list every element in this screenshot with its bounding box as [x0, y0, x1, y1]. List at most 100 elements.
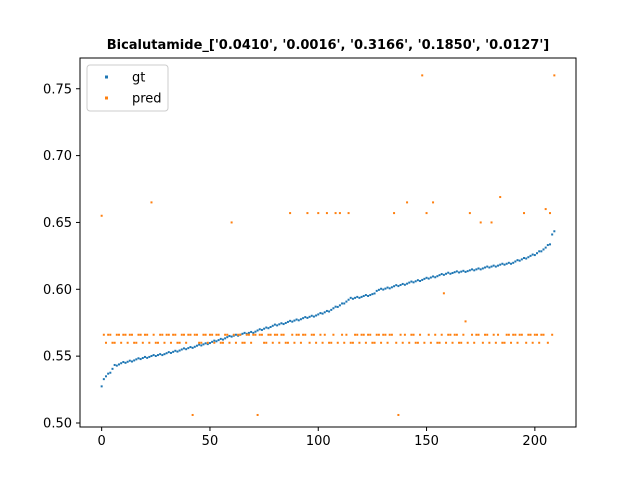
- data-point-gt: [538, 250, 541, 253]
- data-point-gt: [258, 328, 261, 331]
- data-point-pred: [317, 212, 320, 215]
- y-tick-label: 0.70: [43, 149, 72, 164]
- data-point-gt: [546, 244, 549, 247]
- data-point-pred: [185, 341, 188, 344]
- data-point-gt: [115, 364, 118, 367]
- data-point-pred: [455, 333, 458, 336]
- data-point-gt: [338, 304, 341, 307]
- data-point-gt: [315, 314, 318, 317]
- data-point-pred: [412, 333, 415, 336]
- data-point-pred: [510, 341, 513, 344]
- data-point-pred: [234, 341, 237, 344]
- data-point-gt: [531, 253, 534, 256]
- data-point-gt: [336, 305, 339, 308]
- data-point-pred: [364, 341, 367, 344]
- data-point-gt: [460, 270, 463, 273]
- data-point-pred: [399, 333, 402, 336]
- data-point-pred: [542, 333, 545, 336]
- data-point-gt: [451, 271, 454, 274]
- data-point-pred: [410, 333, 413, 336]
- data-point-gt: [410, 280, 413, 283]
- data-point-gt: [161, 354, 164, 357]
- data-point-pred: [503, 341, 506, 344]
- data-point-pred: [451, 341, 454, 344]
- data-point-pred: [432, 201, 435, 204]
- data-point-pred: [464, 320, 467, 323]
- data-point-pred: [388, 333, 391, 336]
- data-point-gt: [135, 358, 138, 361]
- data-point-gt: [176, 350, 179, 353]
- data-point-pred: [161, 333, 164, 336]
- data-point-gt: [206, 343, 209, 346]
- data-point-gt: [126, 360, 129, 363]
- data-point-pred: [291, 333, 294, 336]
- data-point-pred: [321, 341, 324, 344]
- data-point-gt: [484, 266, 487, 269]
- data-point-gt: [193, 345, 196, 348]
- data-point-pred: [323, 333, 326, 336]
- data-point-gt: [364, 294, 367, 297]
- data-point-pred: [386, 341, 389, 344]
- data-point-pred: [371, 341, 374, 344]
- data-point-gt: [356, 295, 359, 298]
- data-point-gt: [143, 355, 146, 358]
- data-point-pred: [505, 333, 508, 336]
- data-point-pred: [477, 333, 480, 336]
- data-point-gt: [332, 307, 335, 310]
- data-point-pred: [416, 341, 419, 344]
- data-point-pred: [540, 333, 543, 336]
- data-point-pred: [269, 333, 272, 336]
- data-point-pred: [304, 333, 307, 336]
- data-point-pred: [139, 333, 142, 336]
- data-point-pred: [130, 333, 133, 336]
- data-point-gt: [265, 326, 268, 329]
- data-point-pred: [468, 212, 471, 215]
- data-point-pred: [367, 333, 370, 336]
- data-point-gt: [525, 257, 528, 260]
- data-point-gt: [466, 270, 469, 273]
- data-point-gt: [447, 271, 450, 274]
- data-point-gt: [263, 327, 266, 330]
- data-point-gt: [330, 308, 333, 311]
- data-point-pred: [200, 341, 203, 344]
- data-point-pred: [122, 333, 125, 336]
- data-point-pred: [278, 341, 281, 344]
- data-point-gt: [449, 272, 452, 275]
- data-point-gt: [280, 322, 283, 325]
- data-point-gt: [488, 266, 491, 269]
- data-point-gt: [102, 378, 105, 381]
- data-point-pred: [217, 333, 220, 336]
- data-point-gt: [254, 330, 257, 333]
- data-point-gt: [182, 347, 185, 350]
- data-point-pred: [302, 333, 305, 336]
- data-point-gt: [518, 259, 521, 262]
- data-point-pred: [549, 212, 552, 215]
- data-point-pred: [165, 333, 168, 336]
- data-point-pred: [109, 333, 112, 336]
- data-point-gt: [191, 346, 194, 349]
- data-point-pred: [473, 341, 476, 344]
- data-point-gt: [200, 344, 203, 347]
- data-point-gt: [380, 287, 383, 290]
- legend-marker-gt: [105, 75, 108, 79]
- data-point-gt: [473, 269, 476, 272]
- data-point-pred: [163, 341, 166, 344]
- data-point-gt: [148, 355, 151, 358]
- data-point-gt: [297, 319, 300, 322]
- data-point-pred: [497, 333, 500, 336]
- data-point-gt: [477, 267, 480, 270]
- data-point-pred: [280, 333, 283, 336]
- data-point-gt: [189, 346, 192, 349]
- data-point-pred: [154, 341, 157, 344]
- data-point-gt: [499, 263, 502, 266]
- data-point-pred: [375, 333, 378, 336]
- data-point-pred: [516, 341, 519, 344]
- data-point-pred: [360, 333, 363, 336]
- data-point-gt: [187, 347, 190, 350]
- data-point-gt: [375, 289, 378, 292]
- data-point-gt: [503, 263, 506, 266]
- data-point-pred: [553, 74, 556, 77]
- data-point-pred: [382, 333, 385, 336]
- data-point-gt: [360, 295, 363, 298]
- data-point-pred: [315, 341, 318, 344]
